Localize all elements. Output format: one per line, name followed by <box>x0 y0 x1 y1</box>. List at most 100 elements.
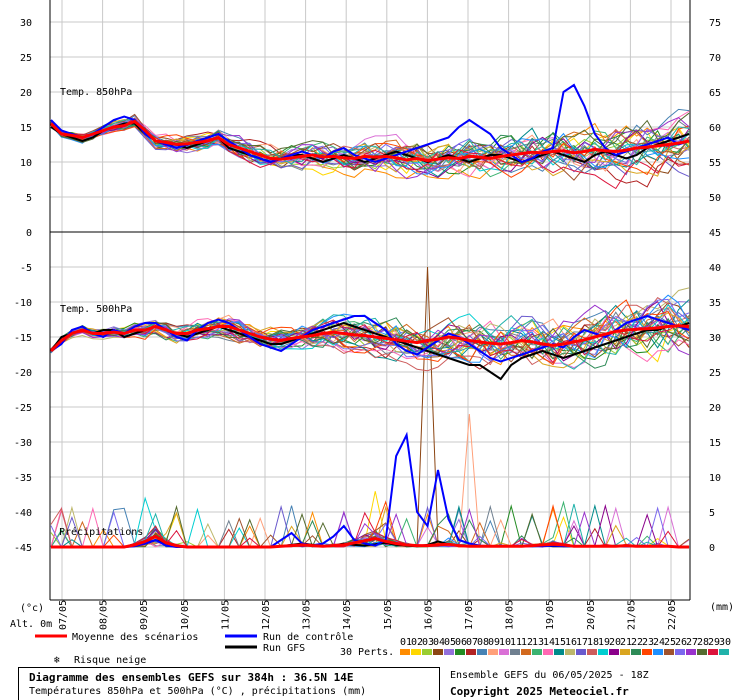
right-tick-label: 65 <box>709 88 721 99</box>
perturbation-label: 21 <box>620 637 632 648</box>
ensemble-member-t850-line <box>50 118 690 174</box>
date-tick-label: 13/05 <box>302 600 313 630</box>
date-tick-label: 09/05 <box>139 600 150 630</box>
series-t500-line <box>49 324 690 353</box>
perturbation-swatch <box>532 649 542 655</box>
perturbation-label: 08 <box>477 637 489 648</box>
perturbation-label: 01 <box>400 637 412 648</box>
perturbation-swatch <box>455 649 465 655</box>
ensemble-member-t500-line <box>50 317 690 369</box>
perturbation-swatch <box>664 649 674 655</box>
perturbation-label: 30 <box>719 637 731 648</box>
left-tick-label: -45 <box>14 543 32 554</box>
right-tick-label: 55 <box>709 158 721 169</box>
left-tick-label: 30 <box>20 18 32 29</box>
perturbation-swatch <box>433 649 443 655</box>
perturbation-label: 18 <box>587 637 599 648</box>
date-tick-label: 11/05 <box>220 600 231 630</box>
chart-grid <box>50 0 690 600</box>
legend: Moyenne des scénarios Run de contrôleRun … <box>35 631 731 666</box>
perturbation-label: 05 <box>444 637 456 648</box>
date-tick-label: 17/05 <box>464 600 475 630</box>
perturbation-label: 17 <box>576 637 588 648</box>
left-tick-label: 15 <box>20 123 32 134</box>
perturbation-swatch <box>598 649 608 655</box>
right-tick-label: 25 <box>709 368 721 379</box>
snowflake-icon: ❄ <box>54 655 61 666</box>
perturbation-swatch <box>477 649 487 655</box>
main-series-lines <box>49 83 690 549</box>
perturbation-swatch <box>510 649 520 655</box>
left-tick-label: -5 <box>20 263 32 274</box>
chart-subtitle: Températures 850hPa et 500hPa (°C) , pré… <box>29 686 367 697</box>
date-tick-label: 16/05 <box>423 600 434 630</box>
perturbation-label: 28 <box>697 637 709 648</box>
left-tick-label: 5 <box>26 193 32 204</box>
left-axis-unit: (°c) <box>20 603 44 614</box>
perturbation-swatch <box>642 649 652 655</box>
right-tick-label: 0 <box>709 543 715 554</box>
series-t500-line <box>50 314 690 363</box>
ensemble-member-precip-line <box>51 413 689 548</box>
date-tick-label: 12/05 <box>261 600 272 630</box>
perturbation-label: 27 <box>686 637 698 648</box>
perturbation-swatch <box>653 649 663 655</box>
date-tick-label: 10/05 <box>180 600 191 630</box>
left-tick-label: -35 <box>14 473 32 484</box>
perturbation-label: 06 <box>455 637 467 648</box>
perturbation-label: 03 <box>422 637 434 648</box>
panel-label: Temp. 500hPa <box>60 304 132 315</box>
perturbation-swatch <box>631 649 641 655</box>
right-tick-label: 70 <box>709 53 721 64</box>
perturbation-swatch <box>576 649 586 655</box>
legend-mean-label: Moyenne des scénarios <box>72 631 198 643</box>
ensemble-member-t500-line <box>50 287 690 360</box>
right-tick-label: 40 <box>709 263 721 274</box>
right-tick-label: 45 <box>709 228 721 239</box>
perturbation-swatch <box>565 649 575 655</box>
date-tick-label: 20/05 <box>586 600 597 630</box>
perturbation-swatch <box>686 649 696 655</box>
perturbation-swatch <box>444 649 454 655</box>
panel-label: Précipitations <box>59 526 143 538</box>
perturbation-swatch <box>719 649 729 655</box>
date-tick-label: 19/05 <box>545 600 556 630</box>
left-tick-label: -30 <box>14 438 32 449</box>
left-tick-label: -40 <box>14 508 32 519</box>
date-tick-label: 21/05 <box>626 600 637 630</box>
perturbation-label: 19 <box>598 637 610 648</box>
chart-frame <box>49 0 691 601</box>
left-tick-label: 20 <box>20 88 32 99</box>
right-axis-unit: (mm) <box>710 602 734 613</box>
perturbation-swatch <box>499 649 509 655</box>
right-tick-label: 50 <box>709 193 721 204</box>
right-tick-label: 35 <box>709 298 721 309</box>
series-t850-line <box>49 119 690 163</box>
date-tick-label: 18/05 <box>505 600 516 630</box>
right-tick-label: 10 <box>709 473 721 484</box>
perturbation-label: 13 <box>532 637 544 648</box>
right-tick-label: 15 <box>709 438 721 449</box>
perturbation-swatch <box>521 649 531 655</box>
perturbation-label: 25 <box>664 637 676 648</box>
perturbation-swatch <box>411 649 421 655</box>
series-precip-line <box>51 431 689 548</box>
perturbation-swatch <box>708 649 718 655</box>
right-tick-label: 5 <box>709 508 715 519</box>
perturbation-label: 22 <box>631 637 643 648</box>
perturbation-swatch <box>620 649 630 655</box>
legend-control-label: Run de contrôle <box>263 631 353 643</box>
panel-label: Temp. 850hPa <box>60 87 132 98</box>
ensemble-member-t850-line <box>50 122 690 177</box>
perturbation-label: 09 <box>488 637 500 648</box>
perturbation-label: 23 <box>642 637 654 648</box>
legend-perts-label: 30 Perts. <box>340 647 394 658</box>
ensemble-member-t500-line <box>50 298 690 362</box>
left-tick-label: 0 <box>26 228 32 239</box>
date-tick-label: 22/05 <box>667 600 678 630</box>
perturbation-swatch <box>543 649 553 655</box>
left-tick-label: -25 <box>14 403 32 414</box>
perturbation-label: 10 <box>499 637 511 648</box>
left-tick-label: 25 <box>20 53 32 64</box>
